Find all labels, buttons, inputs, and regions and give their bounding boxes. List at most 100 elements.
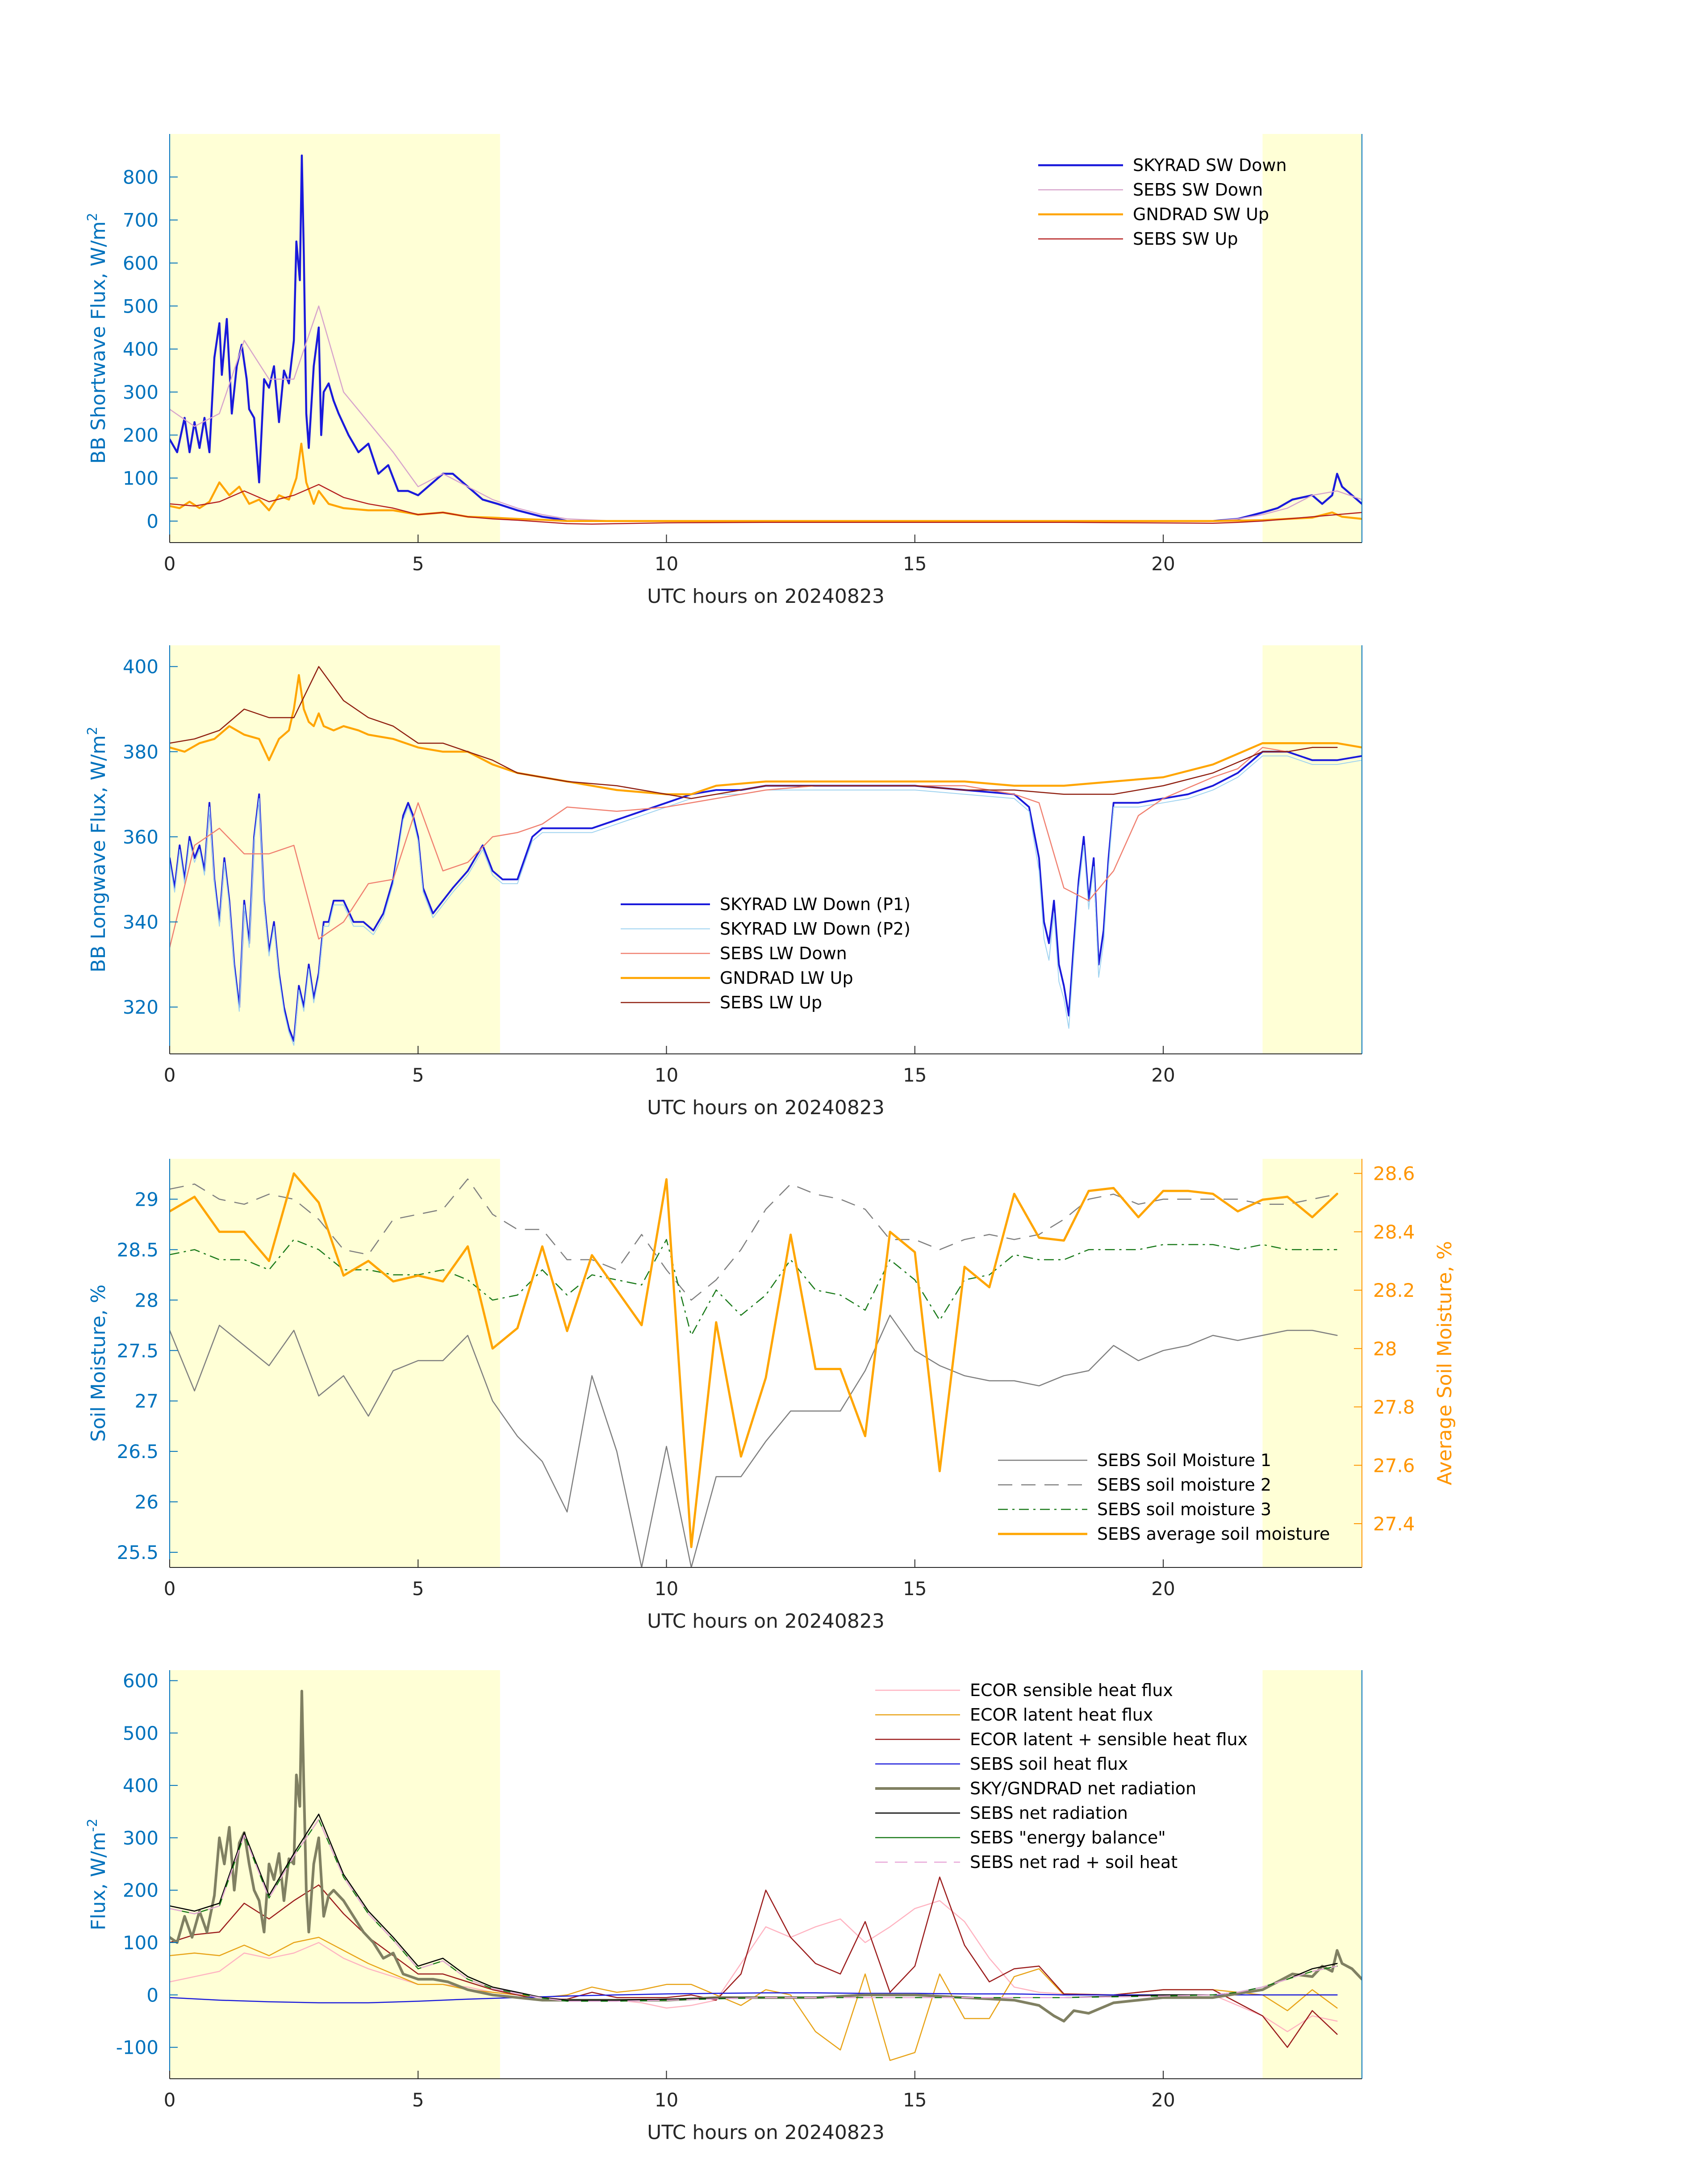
y-tick-label: 100 <box>123 468 159 489</box>
series-line-3 <box>170 443 1362 522</box>
y-tick-label: 400 <box>123 656 159 678</box>
legend-label-4: SEBS average soil moisture <box>1097 1524 1330 1544</box>
series-line-4 <box>170 674 1362 795</box>
night-shading-2 <box>1262 1670 1362 2079</box>
night-shading-2 <box>1262 1159 1362 1567</box>
legend: ECOR sensible heat flux ECOR latent heat … <box>875 1680 1248 1872</box>
series-line-1 <box>170 1314 1338 1567</box>
y-tick-label: 25.5 <box>117 1542 159 1563</box>
legend-label-6: SEBS net radiation <box>970 1803 1128 1823</box>
x-tick-label: 0 <box>164 2089 176 2111</box>
y-tick-label: 600 <box>123 1670 159 1692</box>
y-tick-label: 320 <box>123 996 159 1018</box>
x-tick-label: 5 <box>412 1578 424 1600</box>
y-tick-label: 26 <box>135 1491 159 1513</box>
legend-label-8: SEBS net rad + soil heat <box>970 1852 1178 1872</box>
x-tick-label: 20 <box>1151 553 1175 575</box>
y-tick-label: 400 <box>123 338 159 360</box>
y2-tick-label: 28.6 <box>1373 1163 1415 1185</box>
y-axis-label: Flux, W/m-2 <box>85 1818 110 1930</box>
y-tick-label: 500 <box>123 1722 159 1744</box>
y-tick-label: 200 <box>123 1880 159 1901</box>
x-tick-label: 5 <box>412 1064 424 1086</box>
y-axis-label-text: BB Longwave Flux, W/m <box>87 735 110 973</box>
x-tick-label: 5 <box>412 553 424 575</box>
y-axis-label: BB Longwave Flux, W/m2 <box>85 727 110 973</box>
y-tick-label: 29 <box>135 1188 159 1210</box>
y2-tick-label: 27.4 <box>1373 1513 1415 1535</box>
legend: SEBS Soil Moisture 1 SEBS soil moisture 2… <box>998 1450 1330 1544</box>
y2-tick-label: 28 <box>1373 1338 1397 1360</box>
y-axis-label: BB Shortwave Flux, W/m2 <box>85 213 110 464</box>
y-tick-label: 300 <box>123 1827 159 1849</box>
legend: SKYRAD LW Down (P1) SKYRAD LW Down (P2) SE… <box>621 894 910 1012</box>
legend-label-5: SKY/GNDRAD net radiation <box>970 1779 1196 1798</box>
legend-label-2: SEBS SW Down <box>1133 180 1263 200</box>
y2-tick-label: 27.8 <box>1373 1396 1415 1418</box>
y-tick-label: 200 <box>123 424 159 446</box>
series-line-8 <box>170 1819 1337 2002</box>
x-tick-label: 10 <box>655 1064 678 1086</box>
series-line-4 <box>170 484 1362 525</box>
x-tick-label: 15 <box>903 2089 927 2111</box>
y-tick-label: 800 <box>123 166 159 188</box>
y-tick-label: 380 <box>123 741 159 763</box>
y-tick-label: 26.5 <box>117 1441 159 1462</box>
series-line-5 <box>170 1689 1362 2022</box>
legend-label-3: SEBS soil moisture 3 <box>1097 1500 1271 1519</box>
x-tick-label: 10 <box>655 553 678 575</box>
night-shading-1 <box>170 1159 500 1567</box>
legend-label-2: SKYRAD LW Down (P2) <box>720 919 910 939</box>
series-group <box>170 1689 1362 2061</box>
legend-label-2: SEBS soil moisture 2 <box>1097 1475 1271 1495</box>
x-axis-label: UTC hours on 20240823 <box>647 585 885 608</box>
x-tick-label: 20 <box>1151 2089 1175 2111</box>
x-tick-label: 0 <box>164 1064 176 1086</box>
series-line-1 <box>170 751 1362 1042</box>
series-line-2 <box>170 305 1362 522</box>
series-line-2 <box>170 755 1362 1046</box>
y2-tick-label: 28.2 <box>1373 1279 1415 1301</box>
series-group <box>170 154 1362 525</box>
y-tick-label: 600 <box>123 252 159 274</box>
legend-label-1: SKYRAD SW Down <box>1133 155 1287 175</box>
legend-label-4: GNDRAD LW Up <box>720 968 853 988</box>
y-tick-label: 500 <box>123 295 159 317</box>
legend-label-4: SEBS soil heat flux <box>970 1754 1128 1774</box>
y-tick-label: 360 <box>123 826 159 848</box>
y-tick-label: 27.5 <box>117 1340 159 1362</box>
legend-label-1: SEBS Soil Moisture 1 <box>1097 1450 1271 1470</box>
y2-axis-label: Average Soil Moisture, % <box>1433 1241 1456 1485</box>
y-axis-label: Soil Moisture, % <box>87 1284 110 1442</box>
legend-label-4: SEBS SW Up <box>1133 229 1238 249</box>
y-tick-label: 28 <box>135 1289 159 1311</box>
x-tick-label: 20 <box>1151 1578 1175 1600</box>
y-axis-label-text: Flux, W/m <box>87 1832 110 1930</box>
y2-tick-label: 28.4 <box>1373 1221 1415 1243</box>
y-tick-label: 340 <box>123 911 159 933</box>
series-line-3 <box>170 747 1338 948</box>
y-tick-label: 27 <box>135 1390 159 1412</box>
night-shading-2 <box>1262 134 1362 543</box>
x-tick-label: 5 <box>412 2089 424 2111</box>
x-tick-label: 10 <box>655 1578 678 1600</box>
x-tick-label: 15 <box>903 1064 927 1086</box>
legend: SKYRAD SW Down SEBS SW Down GNDRAD SW Up SE… <box>1038 155 1287 249</box>
legend-label-3: ECOR latent + sensible heat flux <box>970 1730 1248 1749</box>
y-axis-label-sup: 2 <box>85 727 100 735</box>
y-tick-label: 28.5 <box>117 1239 159 1261</box>
series-group <box>170 1172 1338 1567</box>
x-tick-label: 15 <box>903 553 927 575</box>
series-group <box>170 666 1362 1046</box>
legend-label-7: SEBS "energy balance" <box>970 1828 1166 1847</box>
y-tick-label: 0 <box>146 510 159 532</box>
chart-panel-3: 0 5 10 15 20 25.5 26 26.5 27 27.5 28 28.5 29 27.4 27.6… <box>87 1159 1456 1633</box>
legend-label-3: SEBS LW Down <box>720 944 847 963</box>
series-line-2 <box>170 1178 1337 1301</box>
series-line-4 <box>170 1172 1338 1548</box>
y-tick-label: 700 <box>123 209 159 231</box>
y-tick-label: 100 <box>123 1932 159 1954</box>
chart-panel-4: 0 5 10 15 20 -100 0 100 200 300 400 500 600 UTC hours… <box>85 1670 1362 2144</box>
legend-label-2: ECOR latent heat flux <box>970 1705 1153 1725</box>
